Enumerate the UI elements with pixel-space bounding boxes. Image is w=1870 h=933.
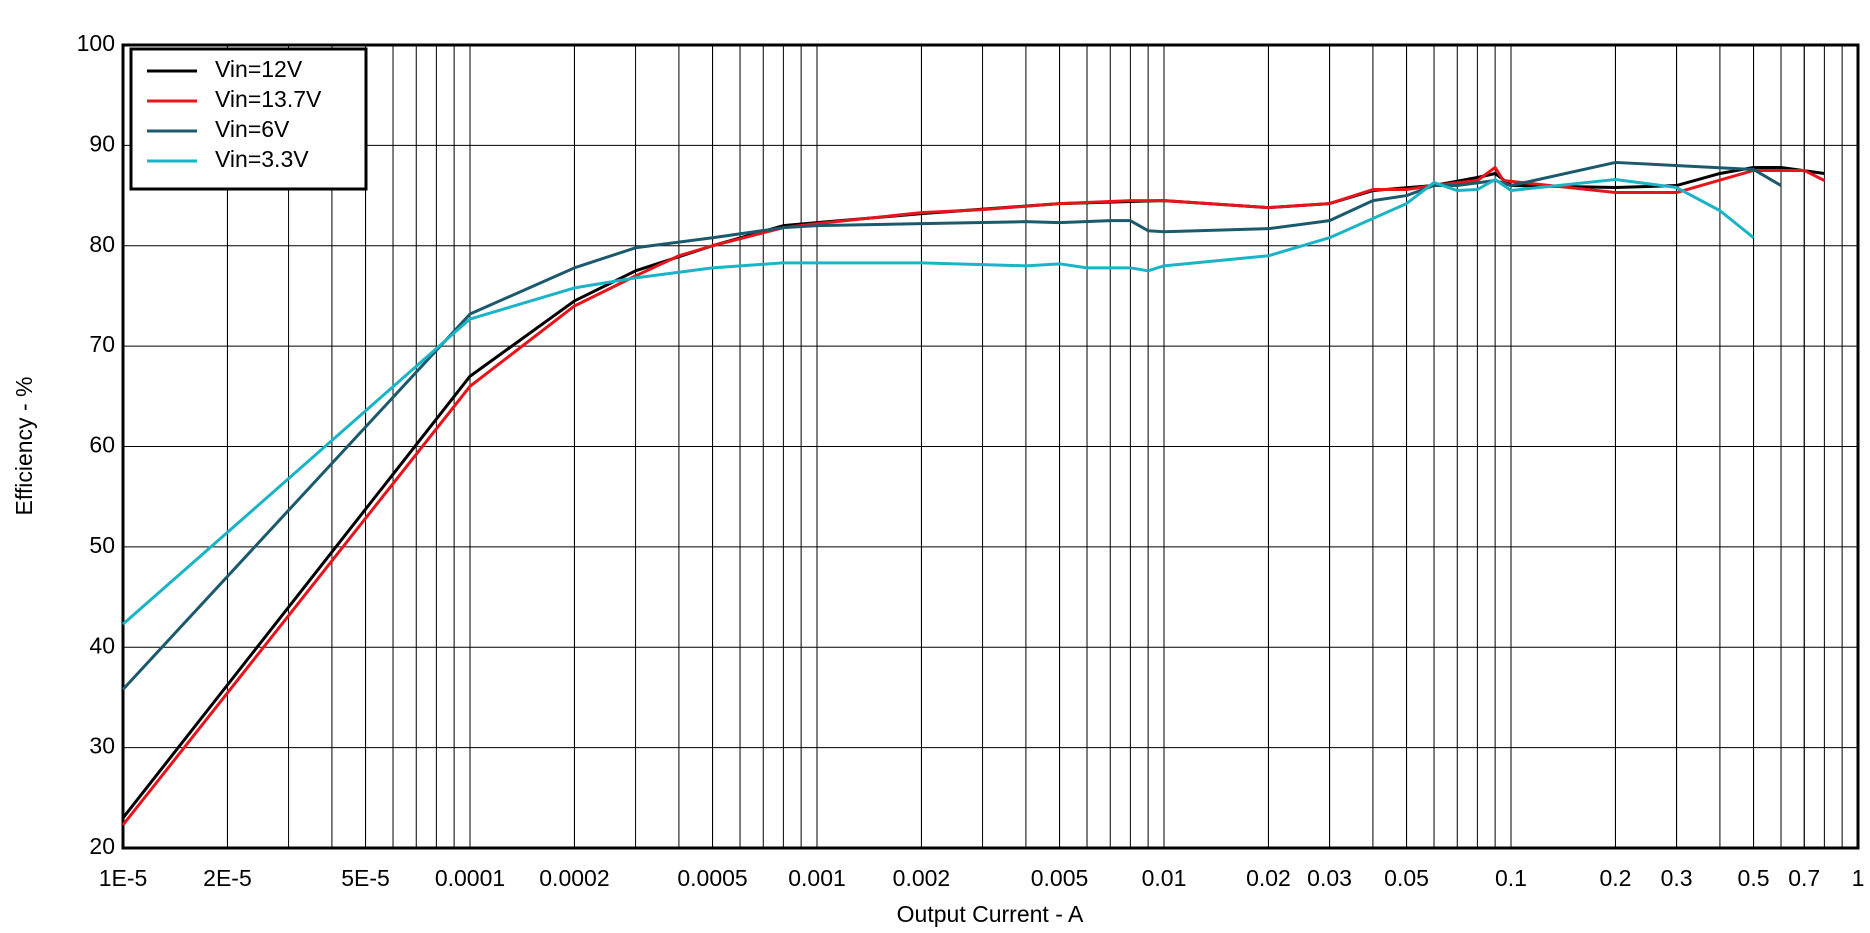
x-tick-label: 0.002 — [893, 865, 951, 891]
x-tick-label: 0.0002 — [539, 865, 609, 891]
series-line — [122, 178, 1755, 626]
x-tick-label: 0.3 — [1661, 865, 1693, 891]
y-tick-label: 20 — [89, 833, 115, 859]
plot-frame — [121, 43, 1860, 850]
y-tick-label: 50 — [89, 532, 115, 558]
x-tick-label: 0.005 — [1031, 865, 1089, 891]
legend-label: Vin=3.3V — [215, 146, 309, 172]
x-tick-label: 0.0005 — [677, 865, 747, 891]
x-tick-label: 0.0001 — [435, 865, 505, 891]
x-tick-label: 0.05 — [1384, 865, 1429, 891]
x-tick-label: 0.1 — [1495, 865, 1527, 891]
y-tick-label: 100 — [77, 30, 115, 56]
x-tick-label: 2E-5 — [203, 865, 252, 891]
x-tick-label: 1 — [1852, 865, 1865, 891]
y-tick-label: 70 — [89, 331, 115, 357]
y-tick-label: 60 — [89, 432, 115, 458]
legend-label: Vin=12V — [215, 56, 303, 82]
x-tick-label: 0.03 — [1307, 865, 1352, 891]
x-tick-label: 0.2 — [1599, 865, 1631, 891]
x-tick-label: 1E-5 — [99, 865, 148, 891]
x-axis-title: Output Current - A — [897, 901, 1084, 927]
x-tick-label: 0.5 — [1738, 865, 1770, 891]
y-tick-label: 80 — [89, 231, 115, 257]
x-tick-label: 0.001 — [788, 865, 846, 891]
x-tick-label: 5E-5 — [341, 865, 390, 891]
legend-label: Vin=6V — [215, 116, 290, 142]
y-tick-label: 30 — [89, 733, 115, 759]
y-axis-title: Efficiency - % — [11, 377, 37, 516]
legend: Vin=12V Vin=13.7V Vin=6V Vin=3.3V — [129, 47, 368, 191]
y-tick-label: 90 — [89, 130, 115, 156]
x-tick-label: 0.7 — [1788, 865, 1820, 891]
series-line — [121, 160, 1782, 691]
x-tick-label: 0.02 — [1246, 865, 1291, 891]
legend-label: Vin=13.7V — [215, 86, 322, 112]
y-tick-label: 40 — [89, 632, 115, 658]
x-tick-label: 0.01 — [1142, 865, 1187, 891]
series-line — [121, 165, 1826, 826]
